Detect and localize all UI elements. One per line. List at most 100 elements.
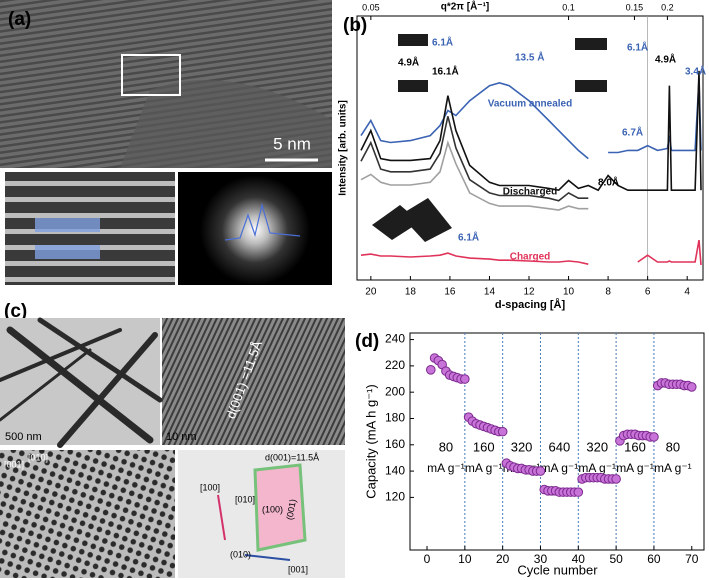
peak-annotation: 6.1Å: [432, 36, 453, 49]
scale-bar-label: 5 nm: [273, 134, 311, 153]
axis-arrow: [244, 554, 291, 561]
rate-label: 80: [666, 439, 680, 454]
rate-label: 80: [439, 439, 453, 454]
x2-tick-label: 0.15: [626, 2, 644, 12]
rate-label: 320: [586, 439, 608, 454]
y-tick-label: 180: [385, 411, 405, 425]
rate-unit: mA g⁻¹: [427, 461, 465, 475]
capacity-point: [535, 466, 546, 476]
series-label: Vacuum annealed: [488, 99, 572, 110]
rate-label: 160: [624, 439, 646, 454]
x-tick-label: 16: [444, 287, 456, 298]
capacity-point: [497, 426, 508, 437]
capacity-point: [686, 382, 697, 392]
model-label: (010): [230, 549, 251, 559]
peak-annotation: 6.7Å: [622, 126, 643, 139]
y-tick-label: 200: [385, 384, 405, 398]
x-tick-label: 50: [609, 552, 623, 566]
crystal-model: [253, 463, 307, 552]
x-tick-label: 30: [534, 552, 548, 566]
x-tick-label: 14: [484, 287, 496, 298]
rate-unit: mA g⁻¹: [541, 461, 579, 475]
x-tick-label: 4: [684, 287, 690, 298]
model-label: (100): [262, 504, 283, 514]
scale-bar-label: 500 nm: [5, 431, 42, 443]
capacity-point: [426, 365, 436, 375]
fiber: [6, 326, 154, 444]
x2-tick-label: 0.2: [661, 2, 674, 12]
x2-tick-label: 0.05: [362, 2, 380, 12]
plot-frame: [356, 15, 704, 281]
hrtem-lattice-image: [162, 318, 345, 445]
peak-annotation: 6.1Å: [458, 231, 479, 244]
y-axis-title: Intensity [arb. units]: [338, 100, 349, 196]
y-tick-label: 220: [385, 358, 405, 372]
fiber: [0, 348, 92, 422]
capacity-point: [573, 487, 584, 497]
model-label: [010]: [235, 494, 255, 504]
y-axis-title: Capacity (mA h g⁻¹): [363, 384, 378, 499]
rate-unit: mA g⁻¹: [465, 461, 503, 475]
intensity-line: [360, 140, 589, 211]
inset-chain: [398, 80, 428, 92]
peak-annotation: 4.9Å: [398, 56, 419, 69]
intensity-line: [360, 70, 702, 192]
selection-box: [121, 54, 181, 96]
rate-label: 160: [473, 439, 495, 454]
rate-label: 320: [511, 439, 533, 454]
rate-unit: mA g⁻¹: [616, 461, 654, 475]
peak-annotation: 8.0Å: [598, 176, 619, 189]
x2-tick-label: 0.1: [562, 2, 575, 12]
axis-arrow: [217, 494, 226, 541]
peak-annotation: 13.5 Å: [515, 51, 544, 64]
y-tick-label: 140: [385, 463, 405, 477]
x-axis-title: Cycle number: [517, 562, 598, 577]
x-tick-label: 70: [685, 552, 699, 566]
plot-frame: [409, 332, 705, 551]
capacity-point: [649, 432, 659, 442]
x-tick-label: 6: [645, 287, 651, 298]
fibers: [0, 317, 163, 448]
x-tick-label: 20: [496, 552, 510, 566]
peak-annotation: 16.1Å: [432, 65, 459, 78]
structure-insets: [372, 34, 607, 242]
y-tick-label: 240: [385, 332, 405, 346]
structure-overlay: [35, 245, 100, 259]
panel-label: (a): [8, 9, 31, 30]
rate-label: 640: [549, 439, 571, 454]
fiber: [37, 317, 163, 403]
x-tick-label: 8: [605, 287, 611, 298]
inset-chain: [575, 80, 607, 92]
series-label: Discharged: [503, 187, 557, 198]
x-axis-title: d-spacing [Å]: [495, 298, 566, 311]
capacity-point: [611, 474, 621, 484]
peak-annotation: 4.9Å: [655, 53, 676, 66]
fiber: [57, 332, 158, 448]
inset-chain: [398, 34, 428, 46]
diffraction-rings: [200, 175, 310, 285]
x-tick-label: 40: [572, 552, 586, 566]
panel-label: (c): [4, 301, 27, 322]
peak-annotation: 6.1Å: [627, 41, 648, 54]
structure-overlay: [35, 218, 100, 232]
peak-annotation: 3.4Å: [685, 65, 706, 78]
x-tick-label: 18: [405, 287, 417, 298]
y-tick-label: 120: [385, 490, 405, 504]
model-label: (001): [284, 498, 297, 520]
x2-axis-title: q*2π [Å⁻¹]: [441, 0, 490, 13]
scale-bar-label: 10 nm: [166, 431, 197, 443]
x-tick-label: 20: [365, 287, 377, 298]
model-label: d(001)=11.5Å: [265, 452, 319, 462]
fiber: [0, 328, 122, 382]
model-label: [100]: [200, 482, 220, 492]
intensity-line: [360, 239, 702, 266]
panel-label: (d): [355, 331, 379, 352]
x-tick-label: 10: [563, 287, 575, 298]
panel-label: (b): [343, 15, 367, 36]
x-tick-label: 10: [458, 552, 472, 566]
x-tick-label: 0: [424, 552, 431, 566]
x-tick-label: 12: [523, 287, 535, 298]
model-label: [001]: [288, 564, 308, 574]
